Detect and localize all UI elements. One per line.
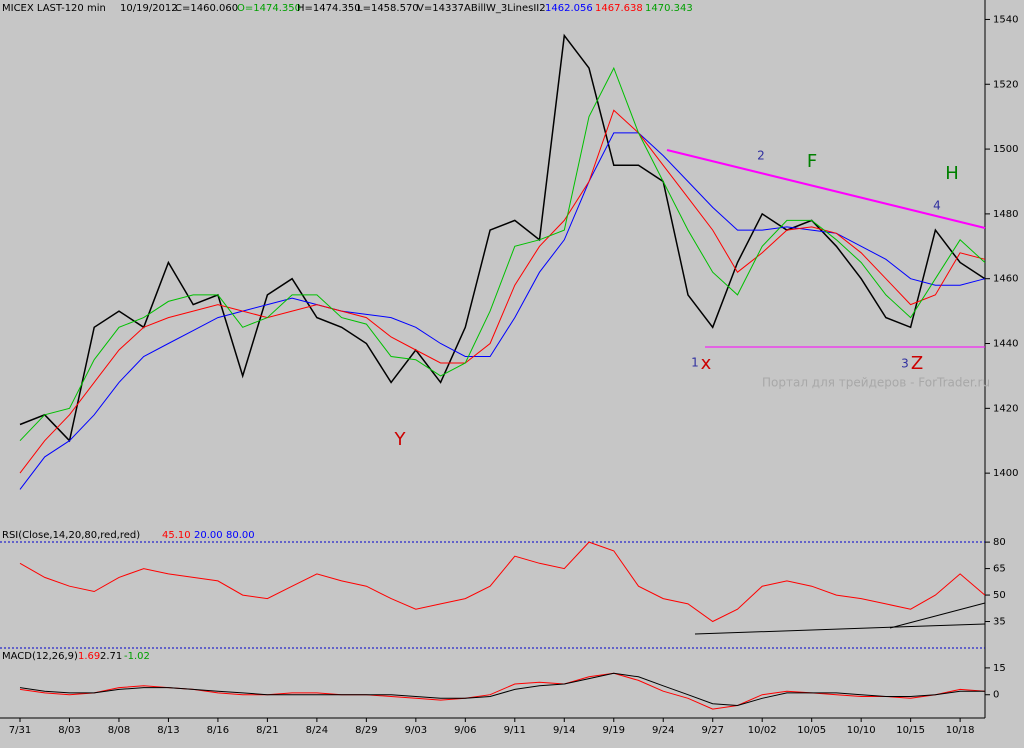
series-line	[19, 541, 986, 623]
annotation: F	[807, 151, 817, 172]
series-line	[19, 672, 985, 710]
annotation: Y	[394, 429, 407, 450]
x-tick-label: 8/24	[306, 725, 328, 736]
x-tick-label: 9/27	[701, 725, 723, 736]
y-tick-label: 35	[993, 617, 1006, 628]
panel-reading: -1.02	[124, 651, 150, 662]
annotation: 4	[933, 199, 941, 213]
annotation: x	[701, 353, 712, 374]
header-text: O=1474.350	[237, 3, 301, 14]
panel-reading: 80.00	[226, 530, 255, 541]
y-tick-label: 1520	[993, 79, 1018, 90]
header-text: C=1460.060	[175, 3, 238, 14]
watermark: Портал для трейдеров - ForTrader.ru	[762, 376, 990, 390]
x-tick-label: 7/31	[9, 725, 31, 736]
panel-reading: 1.69	[78, 651, 100, 662]
x-tick-label: 8/21	[256, 725, 278, 736]
series-line	[19, 66, 986, 442]
x-tick-label: 9/06	[454, 725, 476, 736]
y-tick-label: 1460	[993, 274, 1018, 285]
annotation: 2	[757, 149, 765, 163]
x-tick-label: 10/15	[896, 725, 925, 736]
panel-title: RSI(Close,14,20,80,red,red)	[2, 530, 140, 541]
x-tick-label: 10/10	[847, 725, 876, 736]
header-text: 1467.638	[595, 3, 643, 14]
series-line	[19, 672, 985, 707]
annotation: Z	[911, 353, 923, 374]
x-tick-label: 8/03	[58, 725, 80, 736]
y-tick-label: 0	[993, 690, 999, 701]
series-line	[19, 132, 986, 490]
panel-reading: 45.10	[162, 530, 191, 541]
panel-reading: 2.71	[100, 651, 122, 662]
y-tick-label: 1440	[993, 339, 1018, 350]
y-tick-label: 1420	[993, 403, 1018, 414]
y-tick-label: 65	[993, 564, 1006, 575]
x-tick-label: 10/18	[946, 725, 975, 736]
y-tick-label: 15	[993, 663, 1006, 674]
y-tick-label: 1480	[993, 209, 1018, 220]
header-text: ABillW_3LinesII2	[464, 3, 546, 14]
rsi-trend	[889, 602, 986, 629]
x-tick-label: 8/29	[355, 725, 377, 736]
header-text: H=1474.350	[297, 3, 361, 14]
panel-reading: 20.00	[194, 530, 223, 541]
y-tick-label: 1500	[993, 144, 1018, 155]
header-text: 10/19/2012	[120, 3, 178, 14]
x-tick-label: 10/02	[748, 725, 777, 736]
x-tick-label: 8/13	[157, 725, 179, 736]
annotation: 3	[901, 357, 909, 371]
header-text: V=14337	[417, 3, 464, 14]
x-tick-label: 9/24	[652, 725, 674, 736]
x-tick-label: 10/05	[797, 725, 826, 736]
rsi-trend	[694, 623, 986, 635]
x-tick-label: 9/19	[603, 725, 625, 736]
series-line	[19, 109, 986, 474]
panel-title: MACD(12,26,9)	[2, 651, 78, 662]
y-tick-label: 80	[993, 537, 1006, 548]
header-text: 1462.056	[545, 3, 593, 14]
x-tick-label: 9/14	[553, 725, 575, 736]
series-line	[19, 33, 986, 443]
x-tick-label: 8/08	[108, 725, 130, 736]
header-text: MICEX LAST-120 min	[2, 3, 106, 14]
trend-line	[666, 149, 986, 229]
y-tick-label: 50	[993, 590, 1006, 601]
y-tick-label: 1400	[993, 468, 1018, 479]
header-text: L=1458.570	[357, 3, 419, 14]
annotation: 1	[691, 356, 699, 370]
annotation: H	[945, 163, 959, 184]
x-tick-label: 8/16	[207, 725, 229, 736]
y-tick-label: 1540	[993, 14, 1018, 25]
x-tick-label: 9/11	[504, 725, 526, 736]
x-tick-label: 9/03	[405, 725, 427, 736]
header-text: 1470.343	[645, 3, 693, 14]
